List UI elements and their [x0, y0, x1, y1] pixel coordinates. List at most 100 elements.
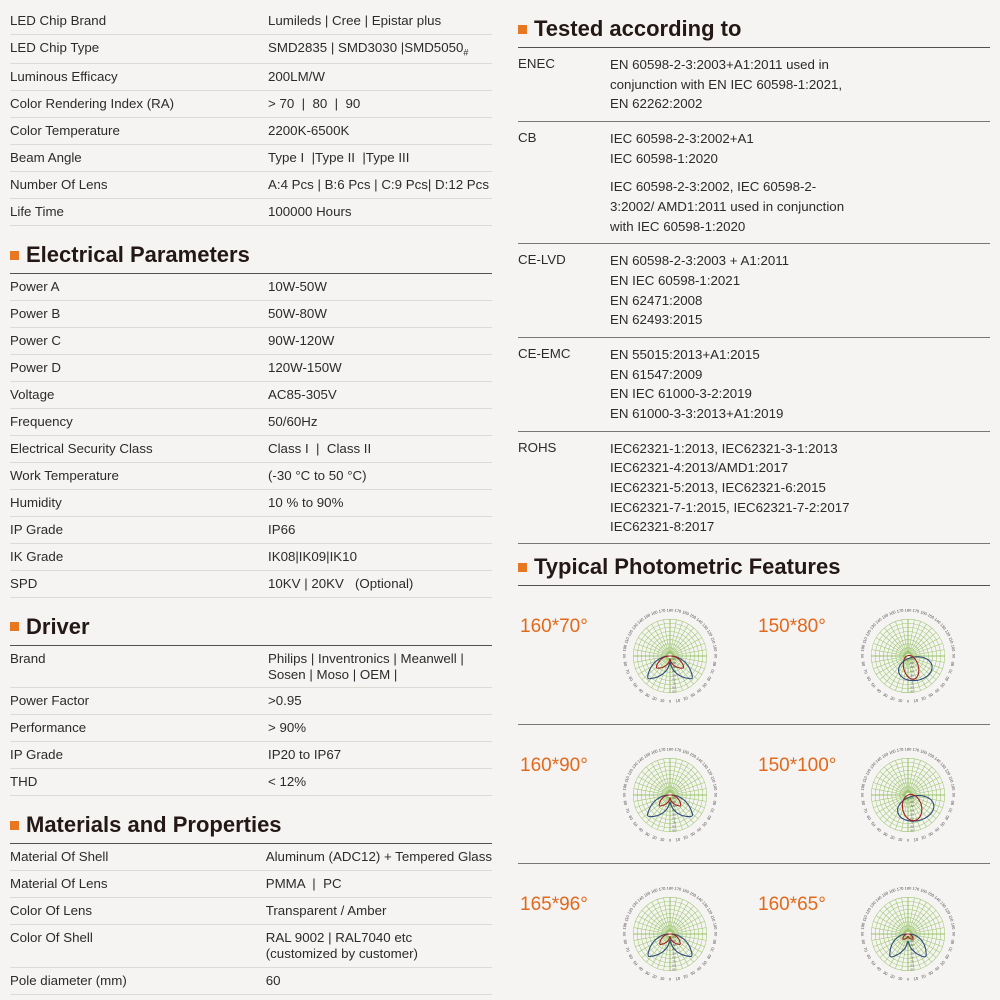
svg-text:100: 100 [950, 922, 956, 930]
svg-text:60: 60 [706, 814, 713, 821]
svg-text:20: 20 [890, 834, 897, 840]
svg-text:40: 40 [638, 965, 645, 972]
svg-text:90: 90 [859, 931, 864, 936]
svg-text:80: 80 [712, 939, 718, 945]
svg-text:20: 20 [683, 834, 690, 840]
svg-text:30: 30 [927, 831, 934, 838]
svg-text:170: 170 [896, 747, 904, 753]
svg-text:30: 30 [644, 831, 651, 838]
svg-text:50: 50 [701, 820, 708, 827]
svg-text:90: 90 [952, 793, 957, 798]
svg-text:0: 0 [669, 838, 672, 843]
svg-text:180: 180 [905, 747, 912, 752]
svg-text:90: 90 [910, 829, 914, 833]
svg-text:10: 10 [660, 837, 666, 843]
svg-text:60: 60 [866, 815, 873, 822]
svg-text:180: 180 [905, 608, 912, 613]
svg-text:100: 100 [622, 922, 628, 930]
svg-text:70: 70 [947, 946, 953, 953]
svg-text:50: 50 [939, 681, 946, 688]
svg-text:10: 10 [660, 698, 666, 704]
svg-text:90: 90 [714, 793, 719, 798]
svg-text:10: 10 [898, 976, 904, 982]
svg-text:60: 60 [866, 676, 873, 683]
svg-text:10: 10 [675, 837, 681, 843]
svg-text:170: 170 [658, 886, 666, 892]
svg-text:40: 40 [934, 965, 941, 972]
svg-text:40: 40 [934, 687, 941, 694]
svg-text:20: 20 [921, 834, 928, 840]
svg-text:50: 50 [632, 821, 639, 828]
svg-text:30: 30 [882, 831, 889, 838]
svg-text:80: 80 [861, 939, 867, 945]
svg-text:90: 90 [859, 792, 864, 797]
svg-text:80: 80 [712, 800, 718, 806]
svg-text:20: 20 [683, 973, 690, 979]
svg-text:30: 30 [689, 970, 696, 977]
svg-text:170: 170 [658, 608, 666, 614]
svg-text:80: 80 [861, 800, 867, 806]
svg-text:70: 70 [709, 946, 715, 953]
svg-text:100: 100 [712, 783, 718, 791]
svg-text:10: 10 [913, 837, 919, 843]
svg-text:40: 40 [934, 826, 941, 833]
svg-text:50: 50 [632, 682, 639, 689]
svg-text:80: 80 [950, 661, 956, 667]
svg-text:50: 50 [701, 681, 708, 688]
svg-text:50: 50 [870, 960, 877, 967]
svg-text:100: 100 [860, 922, 866, 930]
svg-text:40: 40 [696, 826, 703, 833]
svg-text:70: 70 [709, 807, 715, 814]
svg-text:90: 90 [672, 690, 676, 694]
svg-text:90: 90 [672, 968, 676, 972]
svg-text:60: 60 [628, 815, 635, 822]
svg-text:60: 60 [944, 675, 951, 682]
svg-text:170: 170 [896, 608, 904, 614]
svg-text:50: 50 [939, 959, 946, 966]
svg-text:70: 70 [947, 668, 953, 675]
svg-text:70: 70 [625, 669, 631, 676]
svg-text:50: 50 [939, 820, 946, 827]
svg-text:70: 70 [625, 947, 631, 954]
svg-text:80: 80 [623, 661, 629, 667]
svg-text:10: 10 [898, 837, 904, 843]
svg-text:10: 10 [675, 698, 681, 704]
svg-text:60: 60 [944, 953, 951, 960]
svg-text:90: 90 [621, 653, 626, 658]
svg-text:80: 80 [712, 661, 718, 667]
svg-text:90: 90 [621, 792, 626, 797]
svg-text:40: 40 [696, 687, 703, 694]
svg-text:90: 90 [859, 653, 864, 658]
svg-text:50: 50 [632, 960, 639, 967]
svg-text:30: 30 [927, 692, 934, 699]
svg-text:30: 30 [689, 692, 696, 699]
svg-text:100: 100 [712, 922, 718, 930]
svg-text:20: 20 [921, 695, 928, 701]
svg-text:20: 20 [890, 695, 897, 701]
svg-text:40: 40 [638, 826, 645, 833]
svg-text:80: 80 [623, 800, 629, 806]
svg-text:90: 90 [952, 654, 957, 659]
svg-text:60: 60 [944, 814, 951, 821]
svg-text:0: 0 [907, 699, 910, 704]
svg-text:90: 90 [621, 931, 626, 936]
svg-text:0: 0 [669, 977, 672, 982]
svg-text:40: 40 [876, 687, 883, 694]
svg-text:10: 10 [898, 698, 904, 704]
svg-text:20: 20 [652, 695, 659, 701]
svg-text:50: 50 [701, 959, 708, 966]
svg-text:0: 0 [907, 977, 910, 982]
svg-text:70: 70 [709, 668, 715, 675]
svg-text:180: 180 [667, 747, 674, 752]
svg-text:0: 0 [907, 838, 910, 843]
svg-text:40: 40 [638, 687, 645, 694]
svg-text:10: 10 [675, 976, 681, 982]
svg-text:170: 170 [896, 886, 904, 892]
svg-text:40: 40 [876, 965, 883, 972]
svg-text:180: 180 [667, 608, 674, 613]
svg-text:80: 80 [950, 939, 956, 945]
svg-text:30: 30 [689, 831, 696, 838]
svg-text:20: 20 [652, 973, 659, 979]
svg-text:100: 100 [860, 783, 866, 791]
svg-text:100: 100 [860, 644, 866, 652]
